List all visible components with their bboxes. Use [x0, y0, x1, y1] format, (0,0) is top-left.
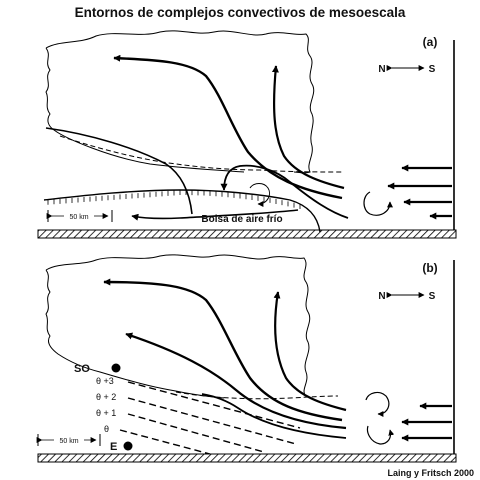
rotor-arrow-right — [363, 191, 393, 216]
cold-pool-label: Bolsa de aire frío — [201, 214, 282, 225]
compass-south: S — [429, 64, 436, 75]
panel-b-label: (b) — [422, 261, 437, 275]
so-marker — [111, 363, 121, 373]
cold-pool-ticks — [47, 190, 301, 209]
outflow-arrow-upper — [113, 54, 343, 200]
scale-label: 50 km — [69, 214, 88, 221]
anvil-dashed-edge — [175, 391, 339, 400]
e-marker — [123, 441, 133, 451]
isentrope-theta-2 — [127, 397, 297, 445]
updraft-arrow — [271, 65, 345, 190]
downdraft-arrow — [131, 209, 299, 221]
compass-north: N — [378, 291, 385, 302]
credit-text: Laing y Fritsch 2000 — [387, 468, 474, 478]
e-label: E — [110, 441, 117, 453]
panel-a-label: (a) — [423, 35, 438, 49]
scale-label: 50 km — [59, 438, 78, 445]
anvil-dashed-edge — [59, 135, 345, 173]
frontal-boundary — [45, 127, 193, 215]
theta-label-0: θ — [104, 424, 109, 434]
ground-surface — [37, 229, 457, 239]
panel-a: N S (a) 50 km Bolsa de aire frío — [37, 30, 457, 239]
cloud-outline — [45, 254, 311, 399]
ground-surface — [37, 453, 457, 463]
compass-south: S — [429, 291, 436, 302]
theta-label-2: θ + 2 — [96, 392, 116, 402]
isentrope-theta-3 — [127, 381, 301, 429]
outflow-arrow-upper — [103, 278, 343, 422]
panel-b: θ +3 θ + 2 θ + 1 θ SO E N S (b) 50 km — [36, 254, 457, 463]
isentrope-theta-1 — [127, 413, 265, 453]
rear-outflow-arrow — [220, 164, 349, 219]
small-rotor-arrow — [249, 183, 271, 207]
mid-level-arrow — [125, 332, 347, 430]
rotor-arrow-upper — [365, 391, 390, 417]
diagram-title: Entornos de complejos convectivos de mes… — [75, 5, 406, 20]
cold-pool-boundary — [43, 189, 321, 233]
theta-label-1: θ + 1 — [96, 408, 116, 418]
cloud-outline — [45, 30, 315, 174]
updraft-arrow — [273, 291, 347, 412]
isentrope-theta-0 — [119, 429, 211, 455]
so-label: SO — [74, 363, 90, 375]
theta-label-3: θ +3 — [96, 376, 114, 386]
lower-flow-line — [201, 393, 347, 439]
rotor-arrow-lower — [366, 425, 395, 445]
compass-north: N — [378, 64, 385, 75]
